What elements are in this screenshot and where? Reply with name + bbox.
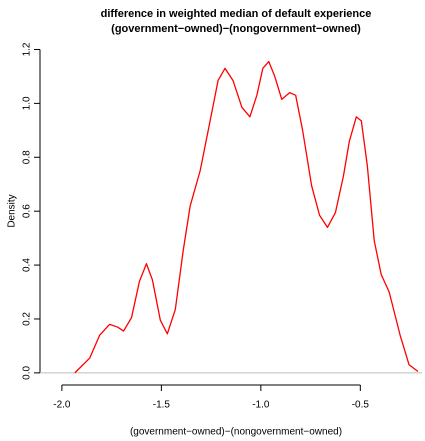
y-tick-label: 1.2	[22, 42, 33, 56]
x-tick-label: -0.5	[352, 400, 370, 411]
y-tick-label: 0.8	[22, 150, 33, 164]
y-tick-label: 0.4	[22, 258, 33, 272]
chart-title: difference in weighted median of default…	[101, 8, 372, 20]
x-axis-label: (government−owned)−(nongovernment−owned)	[130, 427, 342, 438]
y-tick-label: 0.2	[22, 312, 33, 326]
chart-title: (government−owned)−(nongovernment−owned)	[111, 23, 361, 35]
y-tick-label: 0.6	[22, 204, 33, 218]
x-tick-label: -2.0	[53, 400, 71, 411]
x-tick-label: -1.5	[153, 400, 171, 411]
y-tick-label: 0.0	[22, 365, 33, 379]
y-axis-label: Density	[7, 194, 18, 227]
x-tick-label: -1.0	[252, 400, 270, 411]
density-line	[74, 60, 419, 374]
y-tick-label: 1.0	[22, 96, 33, 110]
